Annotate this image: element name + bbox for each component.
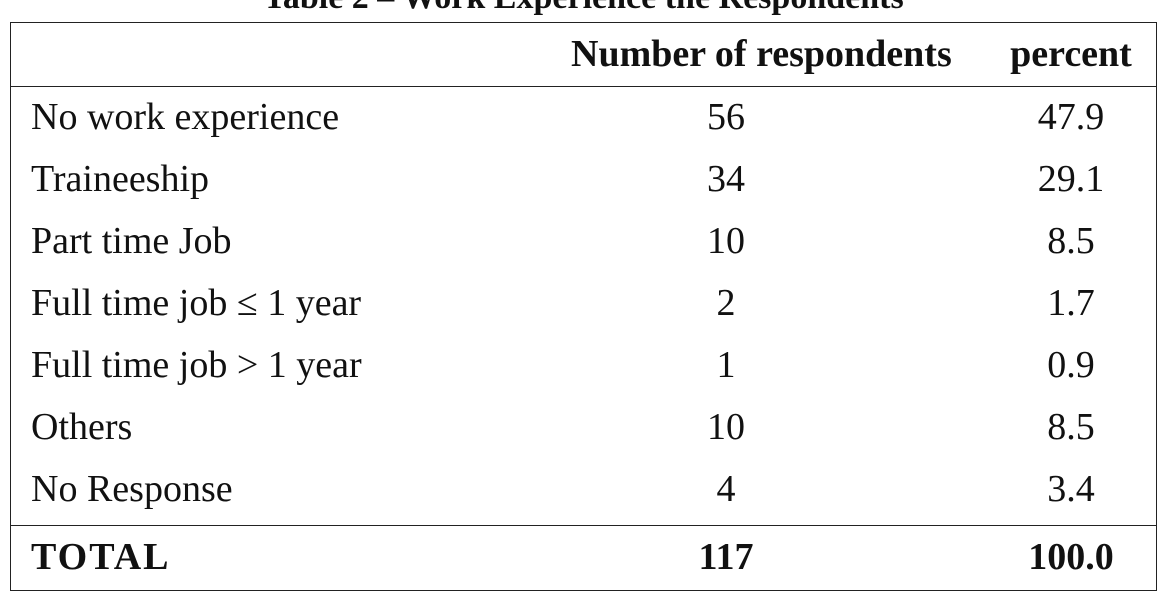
- total-value: 117: [698, 536, 754, 578]
- cell-value: 0.9: [1047, 344, 1095, 386]
- cell-value: 1: [716, 344, 736, 386]
- table: Number of respondents percent No work expe…: [10, 22, 1157, 591]
- cell-value: 34: [707, 158, 745, 200]
- row-label: Traineeship: [31, 158, 210, 200]
- header-cell: percent: [1010, 33, 1132, 75]
- cell-value: 56: [707, 96, 745, 138]
- header-cell: Number of respondents: [571, 33, 952, 75]
- cell-value: 8.5: [1047, 406, 1095, 448]
- cell-value: 47.9: [1037, 96, 1105, 138]
- row-label: Part time Job: [31, 220, 232, 262]
- cell-value: 8.5: [1047, 220, 1095, 262]
- cell-value: 10: [707, 406, 745, 448]
- total-label: TOTAL: [31, 536, 171, 578]
- row-label: Others: [31, 406, 133, 448]
- cell-value: 1.7: [1047, 282, 1095, 324]
- table-title: Table 2 – Work Experience the Respondent…: [0, 0, 1167, 18]
- cell-value: 3.4: [1047, 468, 1095, 510]
- total-rule: [11, 525, 1156, 526]
- total-value: 100.0: [1028, 536, 1114, 578]
- row-label: No Response: [31, 468, 233, 510]
- header-rule: [11, 86, 1156, 87]
- row-label: Full time job ≤ 1 year: [31, 282, 362, 324]
- row-label: No work experience: [31, 96, 340, 138]
- cell-value: 10: [707, 220, 745, 262]
- cell-value: 29.1: [1037, 158, 1105, 200]
- row-label: Full time job > 1 year: [31, 344, 362, 386]
- cell-value: 2: [716, 282, 736, 324]
- cell-value: 4: [716, 468, 736, 510]
